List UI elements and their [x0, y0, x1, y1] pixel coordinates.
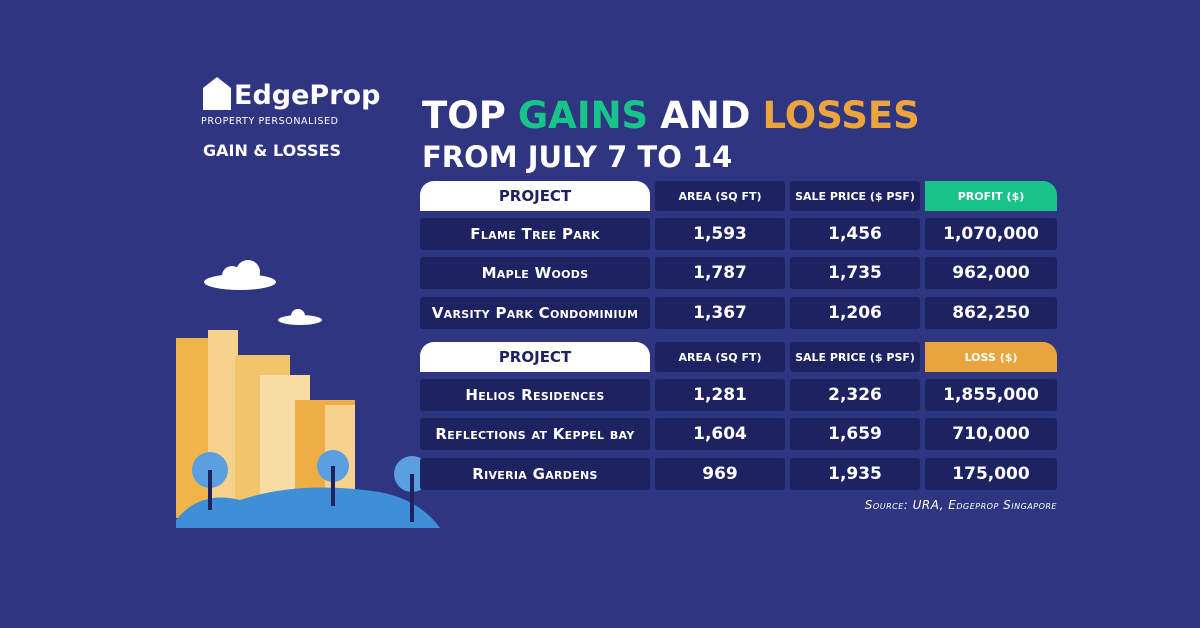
table-cell: PROJECT [420, 342, 650, 372]
table-cell: Varsity Park Condominium [420, 297, 650, 329]
title-word: AND [660, 94, 751, 137]
logo-house [203, 77, 231, 110]
table-cell: Riveria Gardens [420, 458, 650, 490]
table-cell: PROJECT [420, 181, 650, 211]
table-cell: 1,735 [790, 257, 920, 289]
table-cell: PROFIT ($) [925, 181, 1057, 211]
table-cell: 1,659 [790, 418, 920, 450]
table-cell: SALE PRICE ($ PSF) [790, 181, 920, 211]
table-cell: SALE PRICE ($ PSF) [790, 342, 920, 372]
table-cell: 969 [655, 458, 785, 490]
source: Source: URA, Edgeprop Singapore [864, 498, 1057, 512]
table-cell: 175,000 [925, 458, 1057, 490]
table-cell: Reflections at Keppel bay [420, 418, 650, 450]
table-cell: 1,456 [790, 218, 920, 250]
table-cell: 1,593 [655, 218, 785, 250]
table-cell: 962,000 [925, 257, 1057, 289]
table-cell: AREA (SQ FT) [655, 181, 785, 211]
table-cell: 710,000 [925, 418, 1057, 450]
table-cell: 1,787 [655, 257, 785, 289]
table-cell: 1,935 [790, 458, 920, 490]
table-cell: Flame Tree Park [420, 218, 650, 250]
table-cell: 862,250 [925, 297, 1057, 329]
table-cell: LOSS ($) [925, 342, 1057, 372]
buildings [176, 330, 440, 528]
table-cell: 1,070,000 [925, 218, 1057, 250]
clouds [204, 260, 322, 325]
table-cell: Maple Woods [420, 257, 650, 289]
table-cell: 1,281 [655, 379, 785, 411]
table-cell: Helios Residences [420, 379, 650, 411]
table-cell: AREA (SQ FT) [655, 342, 785, 372]
title-word: LOSSES [762, 94, 920, 137]
table-cell: 1,855,000 [925, 379, 1057, 411]
table-cell: 1,367 [655, 297, 785, 329]
brand-name: EdgeProp [234, 80, 381, 111]
title: TOP GAINS AND LOSSES [422, 94, 932, 137]
title-word: GAINS [517, 94, 649, 137]
table-cell: 2,326 [790, 379, 920, 411]
title-word: TOP [422, 94, 506, 137]
table-cell: 1,604 [655, 418, 785, 450]
brand-tagline: PROPERTY PERSONALISED [201, 116, 339, 127]
subtitle: FROM JULY 7 TO 14 [422, 140, 733, 174]
table-cell: 1,206 [790, 297, 920, 329]
section-label: GAIN & LOSSES [203, 141, 341, 160]
